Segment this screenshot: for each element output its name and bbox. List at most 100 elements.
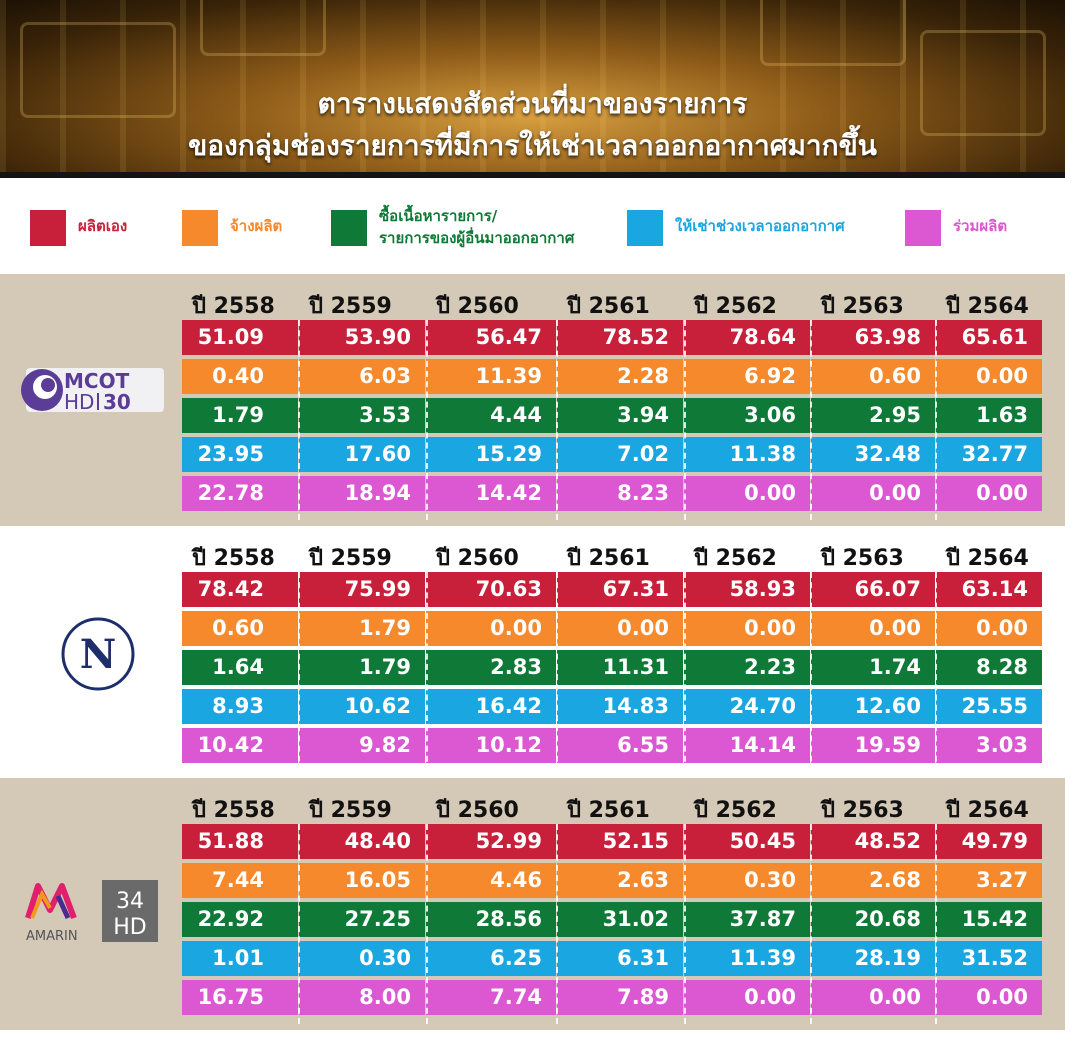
table-cell: 50.45 [684,824,810,859]
column-header-year: ปี 2558 [192,798,275,823]
column-header-year: ปี 2562 [694,798,777,823]
table-cell: 1.63 [936,398,1042,433]
column-separator [935,824,937,1024]
legend-swatch [182,210,218,246]
table-cell: 51.09 [182,320,298,355]
table-cell: 0.30 [299,941,425,976]
table-cell: 1.64 [182,650,298,685]
table-cell: 8.28 [936,650,1042,685]
table-cell: 8.23 [557,476,683,511]
column-separator [298,320,300,520]
table-cell: 63.14 [936,572,1042,607]
table-cell: 9.82 [299,728,425,763]
table-cell: 65.61 [936,320,1042,355]
table-cell: 10.12 [426,728,556,763]
table-cell: 0.00 [684,611,810,646]
logo-sub: HD [64,390,94,414]
table-cell: 11.38 [684,437,810,472]
table-cell: 16.05 [299,863,425,898]
table-cell: 70.63 [426,572,556,607]
channel-table: ปี 2558 ปี 2559 ปี 2560 ปี 2561 ปี 2562 ปี 25… [0,274,1065,526]
column-header-year: ปี 2564 [946,798,1029,823]
column-header-year: ปี 2559 [309,294,392,319]
table-cell: 27.25 [299,902,425,937]
table-cell: 0.00 [426,611,556,646]
table-cell: 16.42 [426,689,556,724]
header-divider [0,172,1065,178]
table-cell: 8.93 [182,689,298,724]
column-separator [810,572,812,772]
logo-sub: HD [113,915,146,940]
table-cell: 4.46 [426,863,556,898]
table-cell: 25.55 [936,689,1042,724]
page-title-line-2: ของกลุ่มช่องรายการที่มีการให้เช่าเวลาออก… [188,129,877,162]
table-cell: 2.28 [557,359,683,394]
table-cell: 0.00 [684,476,810,511]
table-cell: 53.90 [299,320,425,355]
column-separator [810,824,812,1024]
table-cell: 7.44 [182,863,298,898]
column-separator [810,320,812,520]
logo-num: 34 [116,889,144,914]
table-cell: 1.79 [182,398,298,433]
table-cell: 75.99 [299,572,425,607]
table-cell: 78.42 [182,572,298,607]
table-cell: 0.60 [182,611,298,646]
table-cell: 12.60 [811,689,935,724]
table-cell: 0.00 [684,980,810,1015]
table-cell: 2.63 [557,863,683,898]
table-cell: 52.15 [557,824,683,859]
table-cell: 0.00 [936,359,1042,394]
table-cell: 6.55 [557,728,683,763]
legend: ผลิตเอง จ้างผลิต ซื้อเนื้อหารายการ/ รายก… [0,178,1065,274]
table-cell: 0.30 [684,863,810,898]
column-header-year: ปี 2560 [436,798,519,823]
table-cell: 2.83 [426,650,556,685]
legend-label: ให้เช่าช่วงเวลาออกอากาศ [675,217,845,235]
column-separator [935,320,937,520]
column-header-year: ปี 2563 [821,798,904,823]
column-header-year: ปี 2564 [946,294,1029,319]
table-cell: 18.94 [299,476,425,511]
table-cell: 78.52 [557,320,683,355]
table-cell: 22.92 [182,902,298,937]
table-cell: 2.23 [684,650,810,685]
legend-label: ผลิตเอง [78,217,128,235]
table-cell: 17.60 [299,437,425,472]
table-cell: 6.03 [299,359,425,394]
mcot-hd30-logo: MCOT HD 30 [18,366,168,414]
table-cell: 0.00 [557,611,683,646]
table-cell: 49.79 [936,824,1042,859]
legend-label-line-2: รายการของผู้อื่นมาออกอากาศ [379,229,575,247]
table-cell: 58.93 [684,572,810,607]
table-cell: 3.06 [684,398,810,433]
table-cell: 31.52 [936,941,1042,976]
table-cell: 7.89 [557,980,683,1015]
header-banner: ตารางแสดงสัดส่วนที่มาของรายการ ของกลุ่มช… [0,0,1065,178]
table-cell: 0.00 [936,980,1042,1015]
table-cell: 8.00 [299,980,425,1015]
table-cell: 2.68 [811,863,935,898]
table-cell: 16.75 [182,980,298,1015]
column-header-year: ปี 2563 [821,294,904,319]
table-cell: 6.92 [684,359,810,394]
column-header-year: ปี 2559 [309,798,392,823]
table-cell: 22.78 [182,476,298,511]
table-cell: 1.01 [182,941,298,976]
table-cell: 14.83 [557,689,683,724]
column-separator [556,572,558,772]
table-cell: 28.19 [811,941,935,976]
legend-label: ซื้อเนื้อหารายการ/ [379,207,498,225]
column-separator [426,320,428,520]
legend-swatch [30,210,66,246]
column-header-year: ปี 2561 [567,798,650,823]
table-cell: 15.29 [426,437,556,472]
table-cell: 1.79 [299,650,425,685]
table-cell: 3.94 [557,398,683,433]
column-header-year: ปี 2562 [694,294,777,319]
column-header-year: ปี 2558 [192,294,275,319]
table-cell: 3.03 [936,728,1042,763]
column-header-year: ปี 2560 [436,546,519,571]
table-cell: 66.07 [811,572,935,607]
banner-decor [920,30,1046,136]
